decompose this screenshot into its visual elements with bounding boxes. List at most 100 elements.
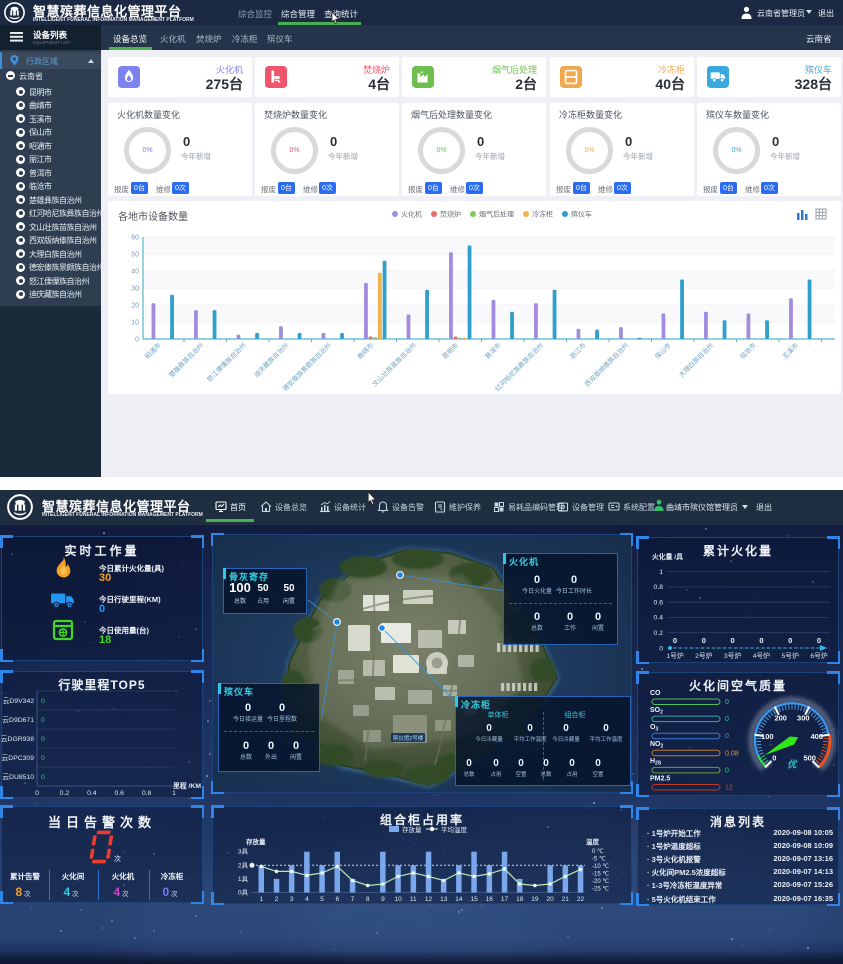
svg-text:5: 5 xyxy=(320,896,324,903)
svg-text:100: 100 xyxy=(761,732,774,741)
svg-text:-20 ℃: -20 ℃ xyxy=(592,879,609,885)
svg-text:怒江傈僳族自治州: 怒江傈僳族自治州 xyxy=(205,341,248,384)
svg-text:300: 300 xyxy=(797,714,810,723)
svg-text:保山市: 保山市 xyxy=(653,340,674,361)
svg-text:文山壮族苗族自治州: 文山壮族苗族自治州 xyxy=(370,341,418,389)
svg-text:3: 3 xyxy=(290,896,294,903)
svg-text:0: 0 xyxy=(41,755,45,762)
svg-text:烟气后处理: 烟气后处理 xyxy=(479,210,514,219)
svg-text:6号炉: 6号炉 xyxy=(810,651,828,660)
svg-text:楚雄彝族自治州: 楚雄彝族自治州 xyxy=(167,341,206,380)
svg-text:焚烧炉: 焚烧炉 xyxy=(440,210,461,219)
svg-text:云D9V342: 云D9V342 xyxy=(3,697,35,705)
svg-text:11: 11 xyxy=(410,896,417,903)
svg-text:50: 50 xyxy=(131,252,139,259)
svg-text:0: 0 xyxy=(41,774,45,781)
svg-text:0: 0 xyxy=(817,636,821,645)
svg-text:8: 8 xyxy=(366,896,370,903)
svg-text:7: 7 xyxy=(351,896,355,903)
svg-text:0.08: 0.08 xyxy=(725,750,739,757)
svg-text:西双版纳傣族自治州: 西双版纳傣族自治州 xyxy=(582,341,630,389)
svg-text:存放量: 存放量 xyxy=(246,837,266,846)
svg-text:200: 200 xyxy=(774,714,787,723)
svg-text:0: 0 xyxy=(725,733,729,740)
svg-text:1号炉: 1号炉 xyxy=(666,651,684,660)
svg-text:14: 14 xyxy=(455,896,463,903)
svg-text:60: 60 xyxy=(131,235,139,242)
svg-text:0.8: 0.8 xyxy=(142,790,152,797)
svg-text:H2S: H2S xyxy=(650,758,662,767)
svg-text:0.2: 0.2 xyxy=(60,790,70,797)
svg-text:昆明市: 昆明市 xyxy=(440,340,461,361)
svg-text:0: 0 xyxy=(41,717,45,724)
svg-text:0: 0 xyxy=(673,636,677,645)
svg-text:0: 0 xyxy=(41,736,45,743)
svg-text:500: 500 xyxy=(803,754,816,763)
svg-text:2具: 2具 xyxy=(238,861,249,869)
svg-text:0: 0 xyxy=(35,790,39,797)
svg-text:1: 1 xyxy=(659,569,663,576)
svg-text:云DU8510: 云DU8510 xyxy=(2,773,34,781)
svg-text:0: 0 xyxy=(725,716,729,723)
svg-text:冷冻柜: 冷冻柜 xyxy=(532,210,553,219)
svg-text:18: 18 xyxy=(516,896,524,903)
svg-text:云D9D671: 云D9D671 xyxy=(2,716,34,724)
svg-text:3号炉: 3号炉 xyxy=(724,651,742,660)
svg-text:9: 9 xyxy=(381,896,385,903)
svg-text:19: 19 xyxy=(531,896,539,903)
svg-text:0: 0 xyxy=(788,636,792,645)
svg-text:20: 20 xyxy=(131,303,139,310)
svg-text:火化量 /具: 火化量 /具 xyxy=(652,552,683,561)
svg-text:20: 20 xyxy=(546,896,554,903)
svg-text:0: 0 xyxy=(41,698,45,705)
svg-text:0: 0 xyxy=(725,767,729,774)
svg-text:15: 15 xyxy=(470,896,478,903)
svg-text:玉溪市: 玉溪市 xyxy=(780,340,801,361)
svg-text:0.4: 0.4 xyxy=(87,790,97,797)
svg-text:17: 17 xyxy=(501,896,509,903)
svg-text:0具: 0具 xyxy=(238,889,249,897)
svg-text:PM2.5: PM2.5 xyxy=(650,775,670,782)
svg-text:5号炉: 5号炉 xyxy=(782,651,800,660)
svg-text:里程 /KM: 里程 /KM xyxy=(173,781,201,790)
svg-text:0.2: 0.2 xyxy=(654,630,664,637)
svg-text:0.6: 0.6 xyxy=(654,600,664,607)
svg-text:云DGR938: 云DGR938 xyxy=(1,735,34,743)
svg-text:O3: O3 xyxy=(650,724,658,733)
svg-text:0: 0 xyxy=(759,636,763,645)
svg-text:2: 2 xyxy=(275,896,279,903)
svg-text:4号炉: 4号炉 xyxy=(753,651,771,660)
svg-text:-10 ℃: -10 ℃ xyxy=(592,864,609,870)
svg-text:存放量: 存放量 xyxy=(402,825,422,834)
svg-text:0.4: 0.4 xyxy=(654,615,664,622)
svg-text:火化机: 火化机 xyxy=(401,210,422,219)
svg-text:NO2: NO2 xyxy=(650,741,664,750)
svg-text:10: 10 xyxy=(131,320,139,327)
svg-text:0: 0 xyxy=(772,754,776,763)
svg-text:温度: 温度 xyxy=(586,837,600,846)
svg-text:12: 12 xyxy=(425,896,433,903)
svg-text:优: 优 xyxy=(787,759,798,771)
svg-text:丽江市: 丽江市 xyxy=(568,340,589,361)
svg-text:SO2: SO2 xyxy=(650,707,663,716)
svg-text:6: 6 xyxy=(335,896,339,903)
svg-text:0: 0 xyxy=(659,645,663,652)
svg-text:0 ℃: 0 ℃ xyxy=(592,849,604,855)
svg-text:1: 1 xyxy=(259,896,263,903)
svg-text:迪庆藏族自治州: 迪庆藏族自治州 xyxy=(252,341,291,380)
svg-text:云DPC309: 云DPC309 xyxy=(2,754,35,762)
svg-text:平均温度: 平均温度 xyxy=(441,825,468,834)
svg-text:0: 0 xyxy=(702,636,706,645)
svg-text:0: 0 xyxy=(725,699,729,706)
svg-text:13: 13 xyxy=(440,896,448,903)
svg-text:-5 ℃: -5 ℃ xyxy=(592,857,606,863)
svg-text:0.8: 0.8 xyxy=(654,584,664,591)
svg-text:12: 12 xyxy=(725,785,733,792)
svg-text:0.6: 0.6 xyxy=(114,790,124,797)
svg-text:大理白族自治州: 大理白族自治州 xyxy=(677,341,716,380)
svg-text:殡仪车: 殡仪车 xyxy=(571,210,592,219)
svg-text:殡仪馆2号楼: 殡仪馆2号楼 xyxy=(393,734,424,742)
svg-text:2号炉: 2号炉 xyxy=(695,651,713,660)
svg-text:临沧市: 临沧市 xyxy=(738,340,759,361)
svg-text:400: 400 xyxy=(810,732,823,741)
